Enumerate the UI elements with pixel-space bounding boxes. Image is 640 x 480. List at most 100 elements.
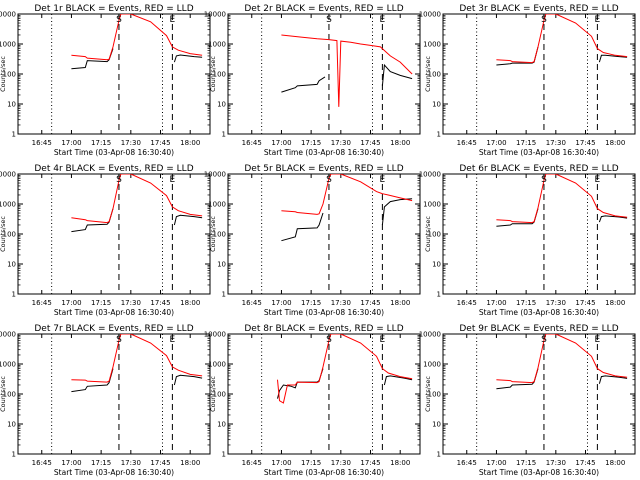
- interval-marker-label: S: [326, 335, 332, 345]
- interval-marker-label: E: [380, 175, 386, 185]
- x-tick-label: 17:00: [271, 459, 291, 467]
- y-tick-label: 1000: [423, 41, 441, 49]
- x-tick-label: 17:00: [61, 139, 81, 147]
- interval-marker-label: E: [380, 335, 386, 345]
- y-tick-label: 10: [7, 261, 16, 269]
- y-axis-label: Counts/sec: [0, 56, 7, 92]
- y-axis-label: Counts/sec: [209, 216, 217, 252]
- interval-marker-label: E: [595, 175, 601, 185]
- interval-marker-label: E: [595, 15, 601, 25]
- x-tick-label: 17:15: [91, 459, 111, 467]
- x-tick-label: 16:45: [32, 459, 52, 467]
- y-tick-label: 10: [7, 421, 16, 429]
- x-tick-label: 18:00: [180, 459, 200, 467]
- y-axis-label: Counts/sec: [0, 216, 7, 252]
- x-tick-label: 17:15: [91, 299, 111, 307]
- lld-series-line: [71, 334, 203, 383]
- y-tick-label: 100: [213, 231, 226, 239]
- x-tick-label: 17:00: [486, 459, 506, 467]
- y-axis-label: Counts/sec: [424, 376, 432, 412]
- y-tick-label: 10000: [419, 171, 441, 179]
- y-tick-label: 1000: [423, 361, 441, 369]
- y-tick-label: 100: [3, 231, 16, 239]
- x-tick-label: 17:30: [546, 299, 566, 307]
- y-tick-label: 1000: [0, 41, 16, 49]
- x-axis-label: Start Time (03-Apr-08 16:30:40): [54, 308, 174, 317]
- plot-frame: [227, 333, 421, 455]
- x-tick-label: 17:45: [360, 299, 380, 307]
- y-tick-label: 10000: [204, 11, 226, 19]
- x-tick-label: 17:00: [271, 299, 291, 307]
- lld-series-line: [71, 14, 203, 61]
- chart-title: Det 7r BLACK = Events, RED = LLD: [34, 324, 193, 334]
- x-tick-label: 17:00: [486, 139, 506, 147]
- y-tick-label: 10: [432, 421, 441, 429]
- interval-marker-label: E: [595, 335, 601, 345]
- x-tick-label: 17:00: [61, 299, 81, 307]
- x-tick-label: 17:15: [301, 459, 321, 467]
- interval-marker-label: S: [116, 15, 122, 25]
- x-tick-label: 17:15: [301, 139, 321, 147]
- x-tick-label: 16:45: [457, 459, 477, 467]
- x-tick-label: 17:15: [91, 139, 111, 147]
- x-tick-label: 17:45: [360, 459, 380, 467]
- y-tick-label: 10: [217, 261, 226, 269]
- chart-panel-2: Det 2r BLACK = Events, RED = LLD Start Ti…: [204, 4, 421, 157]
- x-tick-label: 17:30: [331, 459, 351, 467]
- y-tick-label: 100: [213, 71, 226, 79]
- y-tick-label: 100: [213, 391, 226, 399]
- x-tick-label: 17:45: [150, 459, 170, 467]
- chart-panel-8: Det 8r BLACK = Events, RED = LLD Start Ti…: [204, 324, 421, 477]
- events-series-line: [277, 368, 413, 399]
- x-tick-label: 17:00: [271, 139, 291, 147]
- interval-marker-label: S: [541, 15, 547, 25]
- y-tick-label: 1000: [208, 41, 226, 49]
- plot-frame: [17, 13, 211, 135]
- y-axis-label: Counts/sec: [209, 376, 217, 412]
- lld-series-line: [496, 174, 628, 224]
- plot-frame: [17, 173, 211, 295]
- chart-title: Det 4r BLACK = Events, RED = LLD: [34, 164, 193, 174]
- x-tick-label: 16:45: [32, 139, 52, 147]
- chart-title: Det 5r BLACK = Events, RED = LLD: [244, 164, 403, 174]
- y-tick-label: 1: [222, 291, 226, 299]
- lld-series-line: [281, 174, 413, 215]
- interval-marker-label: S: [116, 335, 122, 345]
- chart-panel-5: Det 5r BLACK = Events, RED = LLD Start Ti…: [204, 164, 421, 317]
- x-tick-label: 16:45: [242, 459, 262, 467]
- x-tick-label: 17:30: [331, 139, 351, 147]
- interval-marker-label: S: [116, 175, 122, 185]
- chart-panel-4: Det 4r BLACK = Events, RED = LLD Start Ti…: [0, 164, 211, 317]
- y-tick-label: 10000: [419, 11, 441, 19]
- x-axis-label: Start Time (03-Apr-08 16:30:40): [479, 148, 599, 157]
- y-axis-label: Counts/sec: [209, 56, 217, 92]
- y-tick-label: 100: [428, 391, 441, 399]
- chart-panel-6: Det 6r BLACK = Events, RED = LLD Start Ti…: [419, 164, 636, 317]
- y-tick-label: 1000: [0, 361, 16, 369]
- y-tick-label: 1000: [208, 201, 226, 209]
- x-tick-label: 17:30: [546, 139, 566, 147]
- y-tick-label: 10: [432, 101, 441, 109]
- plot-frame: [442, 13, 636, 135]
- chart-title: Det 9r BLACK = Events, RED = LLD: [459, 324, 618, 334]
- chart-title: Det 1r BLACK = Events, RED = LLD: [34, 4, 193, 14]
- y-tick-label: 10: [432, 261, 441, 269]
- x-tick-label: 17:30: [121, 299, 141, 307]
- y-tick-label: 1: [437, 291, 441, 299]
- x-tick-label: 18:00: [390, 299, 410, 307]
- x-tick-label: 17:45: [575, 459, 595, 467]
- x-axis-label: Start Time (03-Apr-08 16:30:40): [264, 468, 384, 477]
- y-axis-label: Counts/sec: [424, 216, 432, 252]
- chart-panel-7: Det 7r BLACK = Events, RED = LLD Start Ti…: [0, 324, 211, 477]
- chart-title: Det 8r BLACK = Events, RED = LLD: [244, 324, 403, 334]
- chart-title: Det 6r BLACK = Events, RED = LLD: [459, 164, 618, 174]
- lld-series-line: [496, 334, 628, 384]
- x-tick-label: 17:45: [150, 139, 170, 147]
- chart-panel-3: Det 3r BLACK = Events, RED = LLD Start Ti…: [419, 4, 636, 157]
- plot-frame: [442, 333, 636, 455]
- y-tick-label: 1: [437, 131, 441, 139]
- x-tick-label: 18:00: [180, 299, 200, 307]
- x-axis-label: Start Time (03-Apr-08 16:30:40): [54, 148, 174, 157]
- y-tick-label: 100: [3, 71, 16, 79]
